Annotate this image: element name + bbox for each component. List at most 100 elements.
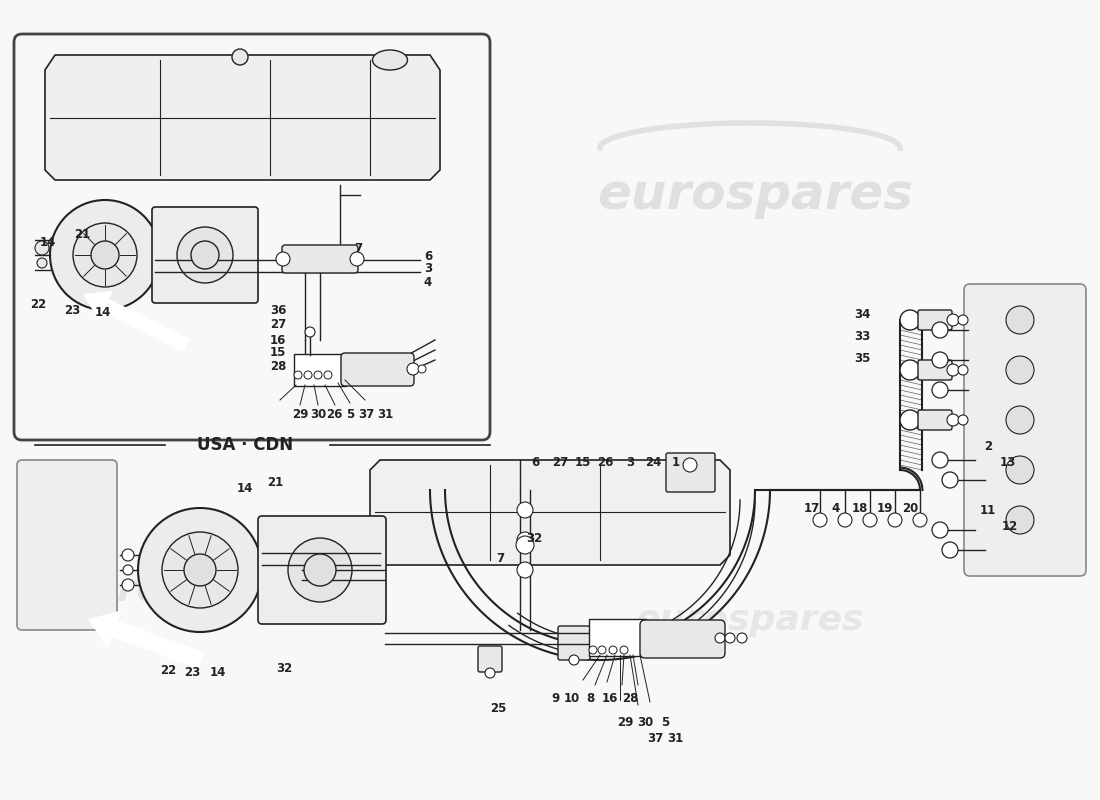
Circle shape <box>947 364 959 376</box>
Polygon shape <box>370 460 730 565</box>
Circle shape <box>35 241 50 255</box>
Text: 31: 31 <box>667 731 683 745</box>
Text: 1: 1 <box>672 455 680 469</box>
Text: 29: 29 <box>292 409 308 422</box>
Text: 10: 10 <box>564 691 580 705</box>
Circle shape <box>138 508 262 632</box>
FancyArrow shape <box>85 292 188 350</box>
Circle shape <box>725 633 735 643</box>
Circle shape <box>942 542 958 558</box>
Text: 13: 13 <box>1000 455 1016 469</box>
Circle shape <box>947 314 959 326</box>
Text: 8: 8 <box>586 691 594 705</box>
Circle shape <box>1006 306 1034 334</box>
Text: 15: 15 <box>575 455 591 469</box>
Circle shape <box>122 549 134 561</box>
Circle shape <box>276 252 290 266</box>
Circle shape <box>232 49 248 65</box>
Text: 24: 24 <box>645 455 661 469</box>
Circle shape <box>932 322 948 338</box>
Text: 14: 14 <box>40 235 56 249</box>
Circle shape <box>888 513 902 527</box>
Circle shape <box>177 227 233 283</box>
Circle shape <box>1006 506 1034 534</box>
Circle shape <box>942 472 958 488</box>
Text: 14: 14 <box>236 482 253 494</box>
Text: 21: 21 <box>267 475 283 489</box>
Text: 2: 2 <box>983 441 992 454</box>
Text: 37: 37 <box>358 409 374 422</box>
Circle shape <box>598 646 606 654</box>
Text: 4: 4 <box>424 275 432 289</box>
Circle shape <box>162 532 238 608</box>
Text: 22: 22 <box>30 298 46 311</box>
Circle shape <box>123 565 133 575</box>
Circle shape <box>1006 406 1034 434</box>
Text: 15: 15 <box>270 346 286 359</box>
Text: 20: 20 <box>902 502 918 514</box>
Circle shape <box>91 241 119 269</box>
Circle shape <box>407 363 419 375</box>
Text: 21: 21 <box>74 227 90 241</box>
Text: 3: 3 <box>626 455 634 469</box>
FancyBboxPatch shape <box>640 620 725 658</box>
Text: 32: 32 <box>526 531 542 545</box>
Text: 7: 7 <box>354 242 362 254</box>
FancyBboxPatch shape <box>258 516 386 624</box>
Circle shape <box>517 532 534 548</box>
Circle shape <box>913 513 927 527</box>
Text: euros: euros <box>64 571 187 609</box>
Circle shape <box>620 646 628 654</box>
Circle shape <box>485 668 495 678</box>
Text: 19: 19 <box>877 502 893 514</box>
Circle shape <box>932 452 948 468</box>
Text: 5: 5 <box>661 715 669 729</box>
Text: 11: 11 <box>980 503 997 517</box>
Text: 4: 4 <box>832 502 840 514</box>
Circle shape <box>418 365 426 373</box>
Text: 32: 32 <box>276 662 293 674</box>
Text: 36: 36 <box>270 303 286 317</box>
Circle shape <box>304 554 336 586</box>
FancyBboxPatch shape <box>666 453 715 492</box>
FancyBboxPatch shape <box>964 284 1086 576</box>
FancyBboxPatch shape <box>478 646 502 672</box>
Text: 9: 9 <box>551 691 559 705</box>
Text: 26: 26 <box>326 409 342 422</box>
Circle shape <box>1006 456 1034 484</box>
Circle shape <box>864 513 877 527</box>
Circle shape <box>932 522 948 538</box>
Circle shape <box>900 310 920 330</box>
Text: 28: 28 <box>270 359 286 373</box>
Circle shape <box>958 315 968 325</box>
Circle shape <box>900 360 920 380</box>
Text: 17: 17 <box>804 502 821 514</box>
Text: 16: 16 <box>602 691 618 705</box>
Text: 16: 16 <box>270 334 286 346</box>
Circle shape <box>683 458 697 472</box>
Polygon shape <box>45 55 440 180</box>
Circle shape <box>517 502 534 518</box>
Circle shape <box>588 646 597 654</box>
Text: 6: 6 <box>424 250 432 262</box>
Circle shape <box>932 382 948 398</box>
Text: 26: 26 <box>597 455 613 469</box>
Circle shape <box>932 352 948 368</box>
FancyBboxPatch shape <box>16 460 117 630</box>
Text: 22: 22 <box>160 663 176 677</box>
Circle shape <box>516 536 534 554</box>
FancyBboxPatch shape <box>282 245 358 273</box>
Text: 23: 23 <box>184 666 200 678</box>
Circle shape <box>737 633 747 643</box>
Circle shape <box>50 200 160 310</box>
FancyBboxPatch shape <box>918 310 952 330</box>
Text: USA · CDN: USA · CDN <box>197 436 293 454</box>
Text: 27: 27 <box>552 455 568 469</box>
Circle shape <box>37 258 47 268</box>
FancyBboxPatch shape <box>918 410 952 430</box>
Text: 33: 33 <box>854 330 870 342</box>
Text: 7: 7 <box>496 551 504 565</box>
Circle shape <box>715 633 725 643</box>
Circle shape <box>813 513 827 527</box>
Circle shape <box>958 415 968 425</box>
